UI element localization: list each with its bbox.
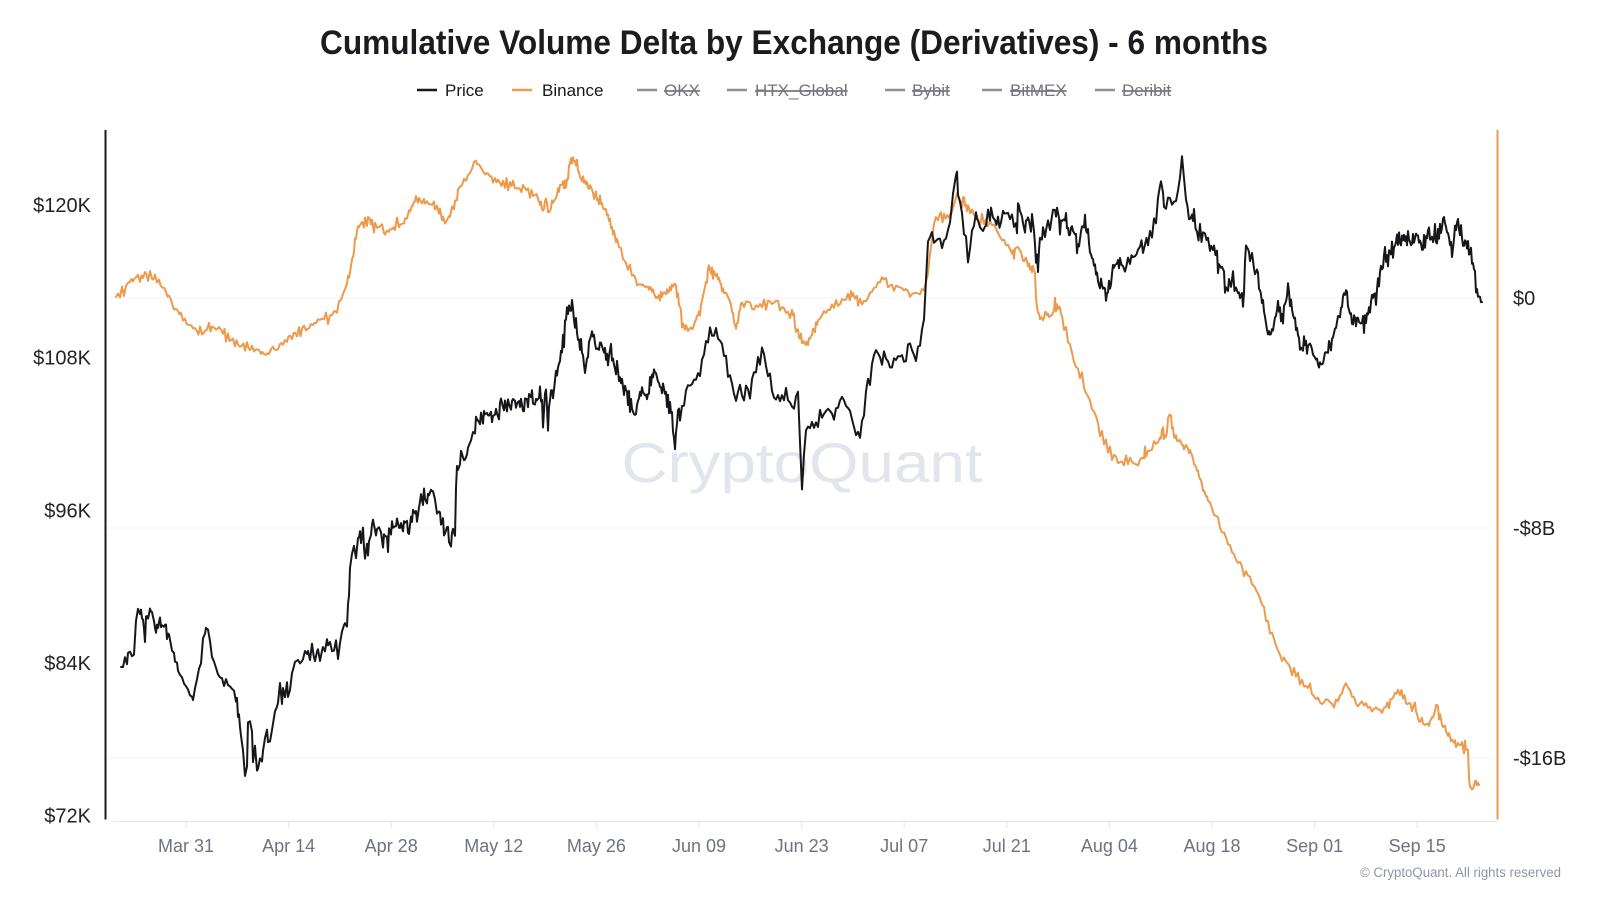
svg-text:$0: $0 xyxy=(1513,288,1535,310)
svg-text:HTX_Global: HTX_Global xyxy=(755,81,848,100)
svg-text:Cumulative Volume Delta by Exc: Cumulative Volume Delta by Exchange (Der… xyxy=(320,24,1268,62)
svg-text:Sep 15: Sep 15 xyxy=(1389,836,1446,856)
svg-text:BitMEX: BitMEX xyxy=(1010,81,1067,100)
svg-text:$120K: $120K xyxy=(33,195,91,217)
svg-text:Jul 07: Jul 07 xyxy=(880,836,928,856)
svg-text:May 26: May 26 xyxy=(567,836,626,856)
svg-text:Binance: Binance xyxy=(542,81,603,100)
svg-text:Aug 04: Aug 04 xyxy=(1081,836,1138,856)
svg-text:Jul 21: Jul 21 xyxy=(983,836,1031,856)
svg-text:-$8B: -$8B xyxy=(1513,518,1555,540)
svg-text:-$16B: -$16B xyxy=(1513,748,1566,770)
svg-text:Deribit: Deribit xyxy=(1122,81,1171,100)
svg-text:Apr 14: Apr 14 xyxy=(262,836,315,856)
svg-text:Mar 31: Mar 31 xyxy=(158,836,214,856)
svg-text:$96K: $96K xyxy=(44,500,91,522)
svg-text:$84K: $84K xyxy=(44,653,91,675)
svg-text:Price: Price xyxy=(445,81,484,100)
svg-text:$108K: $108K xyxy=(33,348,91,370)
svg-text:© CryptoQuant. All rights rese: © CryptoQuant. All rights reserved xyxy=(1360,865,1561,880)
svg-text:Jun 09: Jun 09 xyxy=(672,836,726,856)
svg-text:Sep 01: Sep 01 xyxy=(1286,836,1343,856)
svg-text:Jun 23: Jun 23 xyxy=(775,836,829,856)
svg-text:OKX: OKX xyxy=(664,81,700,100)
svg-text:Bybit: Bybit xyxy=(912,81,950,100)
svg-text:May 12: May 12 xyxy=(464,836,523,856)
svg-text:Apr 28: Apr 28 xyxy=(365,836,418,856)
svg-text:Aug 18: Aug 18 xyxy=(1183,836,1240,856)
svg-text:$72K: $72K xyxy=(44,806,91,828)
